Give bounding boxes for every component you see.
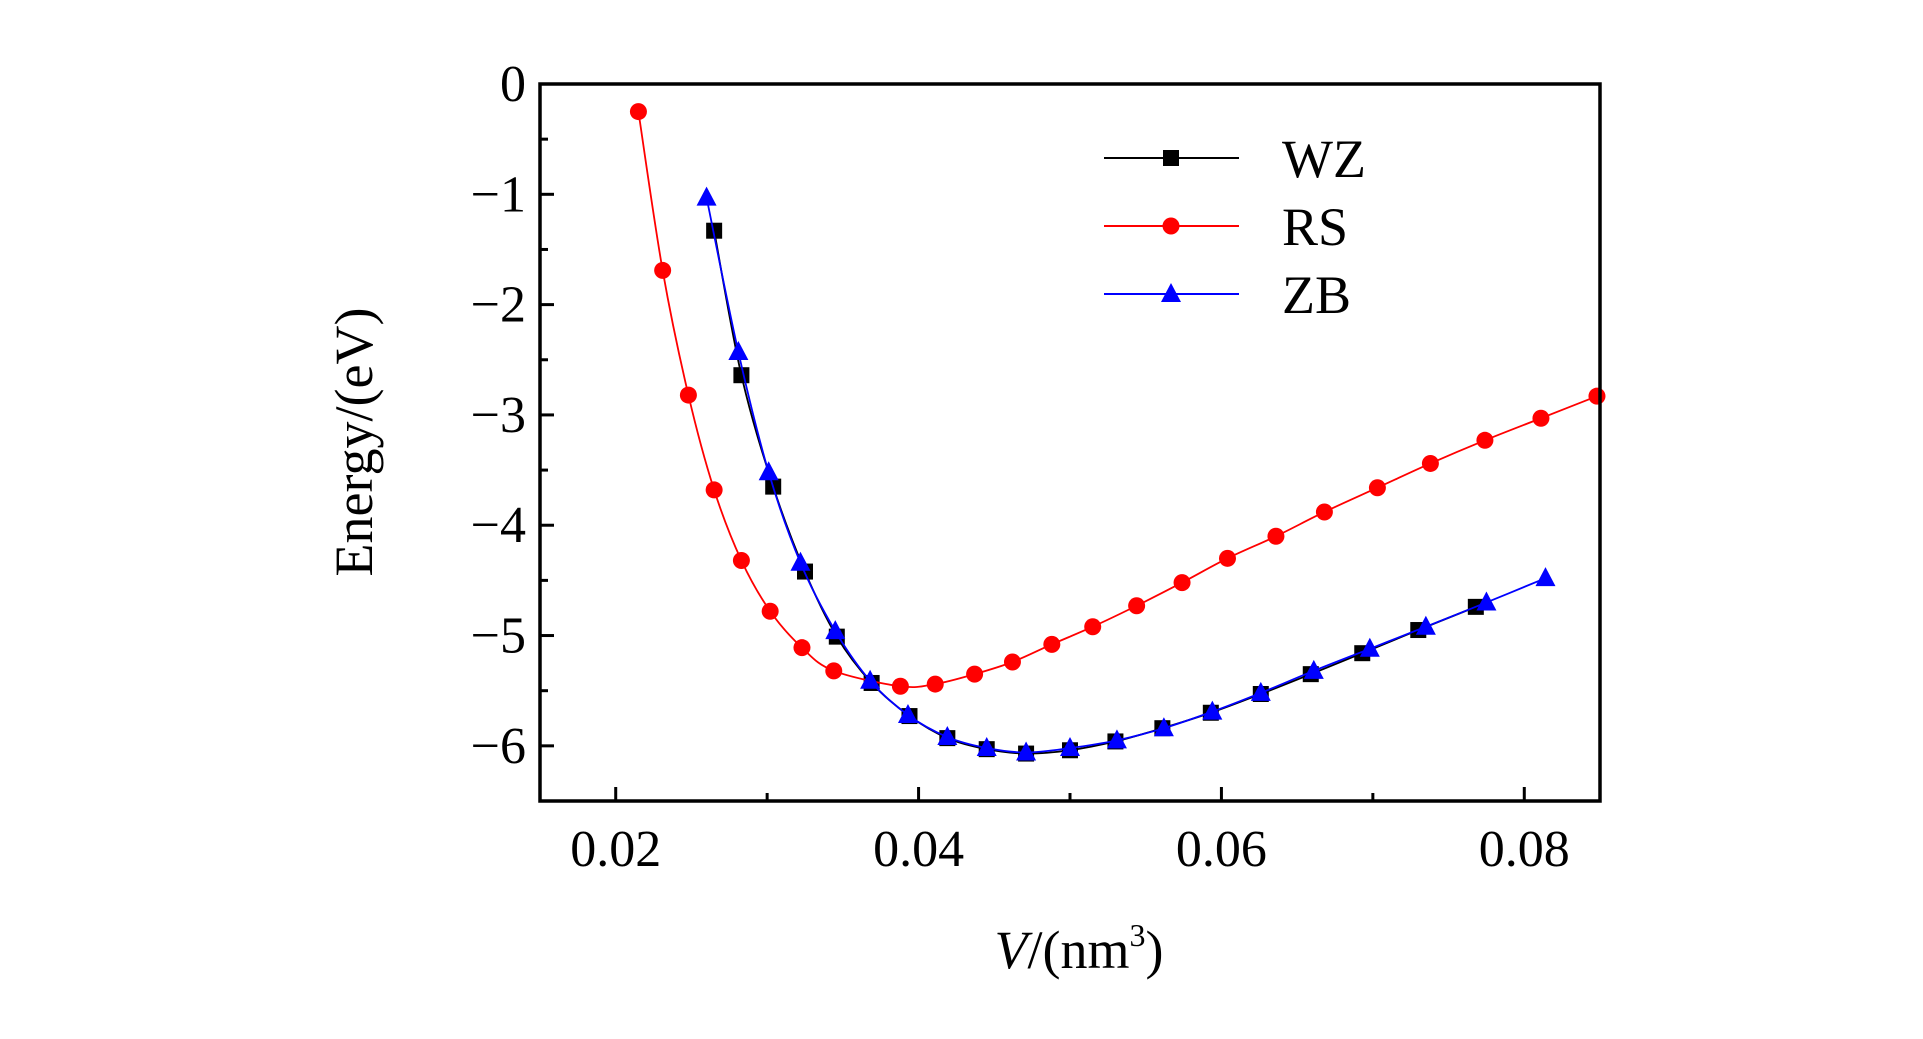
data-point: [732, 552, 750, 570]
y-tick-label: 0: [500, 56, 526, 113]
data-point: [1106, 729, 1127, 749]
data-point: [1218, 549, 1236, 567]
series-line: [637, 111, 1598, 689]
data-point: [1315, 503, 1333, 521]
data-point: [758, 461, 779, 481]
y-tick-label: −5: [471, 608, 526, 665]
data-point: [1476, 591, 1497, 611]
x-tick-label: 0.04: [873, 821, 964, 878]
data-point: [761, 602, 779, 620]
y-tick-label: −2: [471, 277, 526, 334]
data-point: [654, 261, 672, 279]
data-point: [1532, 409, 1550, 427]
y-tick-label: −4: [471, 497, 526, 554]
data-point: [860, 669, 881, 689]
legend-label: RS: [1282, 197, 1348, 257]
data-point: [1588, 387, 1606, 405]
data-point: [825, 662, 843, 680]
data-point: [966, 665, 984, 683]
data-point: [629, 103, 647, 121]
data-point: [1267, 527, 1285, 545]
data-point: [1359, 637, 1380, 657]
legend-marker: [1161, 283, 1181, 302]
data-point: [1250, 681, 1271, 701]
data-point: [1415, 615, 1436, 635]
data-point: [793, 639, 811, 657]
data-point: [705, 481, 723, 499]
data-point: [790, 551, 811, 571]
data-point: [1060, 737, 1080, 757]
data-point: [1128, 597, 1146, 615]
legend-item-wz: WZ: [1104, 129, 1366, 189]
data-point: [1084, 618, 1102, 636]
x-label-close: ): [1146, 920, 1164, 980]
series-zb: [696, 186, 1556, 761]
x-tick-label: 0.02: [570, 821, 661, 878]
data-point: [728, 341, 749, 361]
data-point: [1003, 653, 1021, 671]
data-point: [976, 737, 997, 757]
data-point: [679, 386, 697, 404]
legend-marker: [1163, 150, 1179, 166]
data-point: [1173, 574, 1191, 592]
x-tick-label: 0.08: [1479, 821, 1570, 878]
data-point: [1421, 454, 1439, 472]
data-point: [926, 675, 944, 693]
plot-frame: [538, 82, 1602, 803]
y-tick-label: −1: [471, 166, 526, 223]
x-label-unit: /(nm: [1028, 920, 1130, 980]
legend-label: ZB: [1282, 265, 1351, 325]
y-tick-label: −6: [471, 718, 526, 775]
data-point: [1535, 567, 1556, 587]
y-axis-label: Energy/(eV): [324, 308, 384, 577]
x-label-sup: 3: [1130, 917, 1146, 953]
data-point: [733, 367, 750, 384]
data-point: [937, 726, 958, 746]
x-tick-label: 0.06: [1176, 821, 1267, 878]
legend-marker: [1162, 217, 1180, 235]
data-point: [891, 677, 909, 695]
x-label-var: V: [995, 920, 1034, 980]
data-point: [1202, 700, 1223, 720]
data-point: [1016, 741, 1037, 761]
data-point: [1303, 659, 1324, 679]
data-point: [696, 186, 717, 206]
data-point: [1153, 717, 1174, 737]
data-point: [1476, 431, 1494, 449]
y-tick-label: −3: [471, 387, 526, 444]
series-rs: [629, 103, 1606, 695]
legend-item-rs: RS: [1104, 197, 1348, 257]
data-point: [825, 620, 846, 640]
data-point: [897, 703, 918, 723]
data-point: [1368, 479, 1386, 497]
legend-item-zb: ZB: [1104, 265, 1351, 325]
legend-label: WZ: [1282, 129, 1366, 189]
x-axis-label: V/(nm3): [995, 917, 1164, 980]
data-point: [1043, 635, 1061, 653]
